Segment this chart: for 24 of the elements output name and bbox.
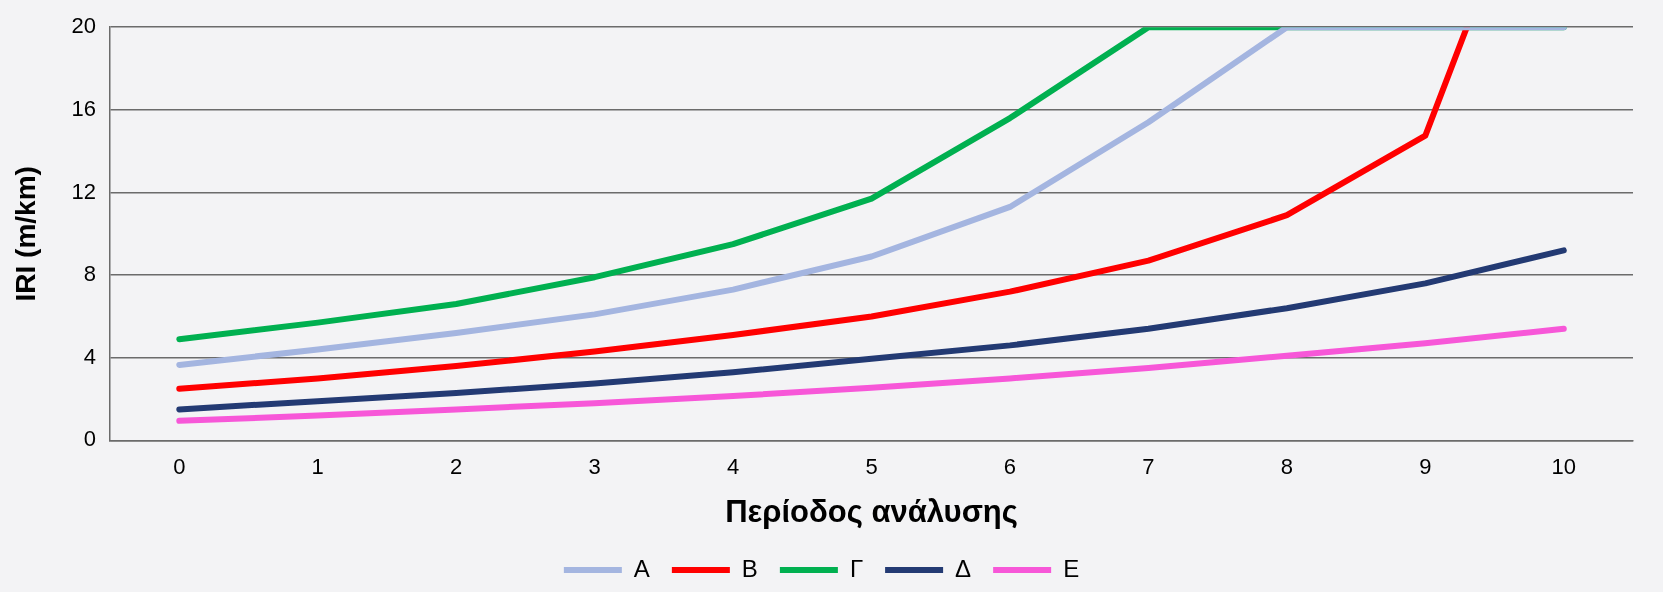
x-tick-label: 10 bbox=[1551, 453, 1577, 479]
x-tick-label: 9 bbox=[1419, 453, 1432, 479]
legend-label: Γ bbox=[849, 554, 864, 582]
x-tick-label: 5 bbox=[865, 453, 878, 479]
x-axis-title: Περίοδος ανάλυσης bbox=[725, 493, 1018, 529]
y-tick-label: 12 bbox=[71, 178, 97, 204]
legend-label: B bbox=[741, 554, 758, 582]
y-tick-label: 8 bbox=[83, 261, 97, 287]
legend-label: Ε bbox=[1063, 554, 1080, 582]
y-axis-title: IRI (m/km) bbox=[9, 166, 41, 302]
x-tick-label: 0 bbox=[173, 453, 186, 479]
y-tick-label: 4 bbox=[83, 343, 97, 369]
x-tick-label: 6 bbox=[1003, 453, 1017, 479]
y-tick-label: 16 bbox=[71, 95, 97, 121]
x-tick-label: 1 bbox=[311, 453, 324, 479]
x-tick-label: 3 bbox=[588, 453, 601, 479]
x-tick-label: 8 bbox=[1280, 453, 1293, 479]
legend-label: Δ bbox=[955, 554, 972, 582]
x-tick-label: 7 bbox=[1142, 453, 1155, 479]
y-tick-label: 20 bbox=[71, 13, 97, 39]
y-tick-label: 0 bbox=[83, 426, 97, 452]
legend-label: A bbox=[633, 554, 650, 582]
x-tick-label: 4 bbox=[726, 453, 740, 479]
x-tick-label: 2 bbox=[450, 453, 463, 479]
